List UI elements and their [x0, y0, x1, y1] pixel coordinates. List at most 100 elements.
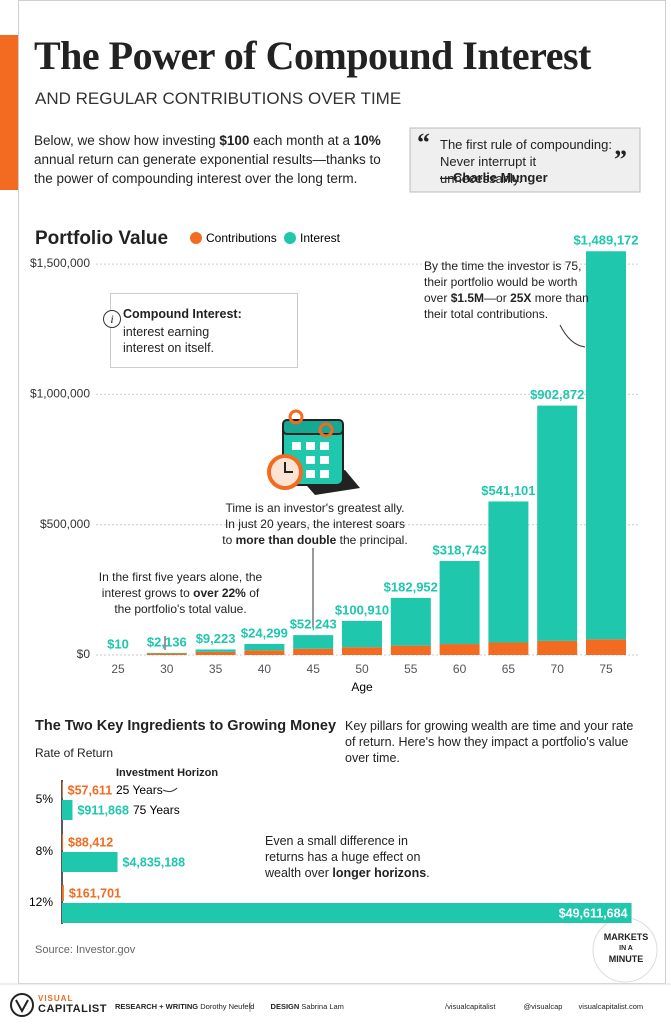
bar-segment: [586, 251, 626, 640]
text-run: of the portfolio's total value.: [114, 586, 260, 616]
quote-mark: ”: [614, 145, 627, 174]
value-label: $52,243: [290, 617, 337, 632]
callout-box: [110, 293, 298, 368]
legend-label: 75 Years: [133, 803, 180, 817]
subtitle: AND REGULAR CONTRIBUTIONS OVER TIME: [35, 89, 402, 108]
value-label: $902,872: [530, 387, 584, 402]
bar-segment: [342, 647, 382, 655]
value-label: $4,835,188: [123, 855, 186, 869]
legend-label: 25 Years: [116, 783, 163, 797]
legend-label: Interest: [300, 231, 341, 245]
bar-segment: [146, 653, 187, 655]
callout-title: Compound Interest:: [123, 307, 242, 321]
bar: [62, 834, 64, 850]
x-tick-label: 30: [160, 662, 174, 676]
value-label: $88,412: [68, 835, 113, 849]
x-tick-label: 25: [111, 662, 125, 676]
social-handle[interactable]: @visualcap: [523, 1002, 563, 1011]
text-run: 10%: [353, 133, 381, 148]
text-run: 25X: [510, 291, 532, 305]
text-run: each month at a: [249, 133, 354, 148]
bar-segment: [195, 651, 236, 655]
bar-segment: [439, 560, 480, 645]
value-label: $24,299: [241, 625, 288, 640]
badge-line: MARKETS: [603, 932, 649, 942]
x-tick-label: 65: [502, 662, 516, 676]
social: /visualcapitalist @visualcap visualcapit…: [445, 1002, 643, 1011]
quote-box: [409, 127, 641, 193]
quote-mark: “: [417, 128, 430, 157]
bar: [62, 903, 632, 923]
value-label: $161,701: [69, 886, 121, 900]
annotation: By the time the investor is 75, their po…: [424, 258, 604, 322]
text-run: $1.5M: [450, 291, 485, 305]
x-tick-label: 70: [551, 662, 565, 676]
bar-segment: [586, 639, 626, 655]
x-tick-label: 45: [307, 662, 321, 676]
brand: CAPITALIST: [38, 1003, 107, 1015]
source: Source: Investor.gov: [35, 944, 136, 956]
info-icon: i: [103, 310, 121, 328]
annotation: Time is an investor's greatest ally. In …: [222, 500, 408, 548]
text-run: $100: [219, 133, 250, 148]
value-label: $57,611: [68, 783, 113, 797]
credit-role: DESIGN: [270, 1002, 300, 1011]
y-tick-label: $500,000: [40, 517, 90, 531]
text-run: more than double: [235, 533, 337, 547]
social-handle[interactable]: /visualcapitalist: [445, 1002, 496, 1011]
x-tick-label: 40: [258, 662, 272, 676]
text-run: .: [426, 866, 430, 880]
bar: [62, 852, 118, 872]
bar-segment: [244, 650, 285, 655]
description: Key pillars for growing wealth are time …: [345, 719, 634, 765]
bar-segment: [146, 652, 187, 654]
y-tick-label: $0: [77, 647, 91, 661]
chart-title: The Two Key Ingredients to Growing Money: [35, 718, 337, 734]
arrow: [559, 324, 586, 348]
x-tick-label: 50: [355, 662, 369, 676]
bar-segment: [293, 648, 334, 655]
bar-segment: [488, 501, 529, 643]
text-run: longer horizons: [332, 866, 427, 880]
accent-strip: [0, 35, 18, 190]
annotation: In the first five years alone, the inter…: [93, 569, 268, 617]
x-axis-label: Age: [351, 680, 373, 694]
bar-segment: [390, 597, 431, 646]
axis-label: Rate of Return: [35, 746, 114, 760]
credit-name: Sabrina Lam: [301, 1002, 344, 1011]
x-tick-label: 60: [453, 662, 467, 676]
badge-line: IN A: [619, 945, 633, 952]
value-label: $911,868: [77, 803, 128, 817]
y-tick-label: 12%: [29, 895, 53, 909]
social-handle[interactable]: visualcapitalist.com: [578, 1002, 644, 1011]
quote-text: The first rule of compounding: Never int…: [440, 137, 612, 186]
bar-segment: [439, 644, 480, 655]
value-label: $541,101: [481, 483, 535, 498]
bar-segment: [537, 405, 578, 641]
calendar-icon: [267, 409, 360, 495]
text-run: By the time the investor is 75, their po…: [424, 259, 582, 305]
page-title: The Power of Compound Interest: [34, 33, 591, 78]
bar-segment: [488, 642, 529, 655]
credit-role: RESEARCH + WRITING: [115, 1002, 199, 1011]
value-label: $49,611,684: [559, 906, 628, 920]
text-run: over 22%: [193, 586, 246, 600]
x-tick-label: 35: [209, 662, 223, 676]
credit-name: Dorothy Neufeld: [200, 1002, 255, 1011]
chart-title: Portfolio Value: [35, 228, 169, 249]
text-run: Time is an investor's greatest ally. In …: [222, 501, 406, 547]
x-tick-label: 55: [404, 662, 418, 676]
y-tick-label: $1,000,000: [30, 387, 90, 401]
value-label: $1,489,172: [573, 233, 638, 248]
x-tick-label: 75: [599, 662, 613, 676]
y-tick-label: 5%: [36, 792, 54, 806]
quote-author: —Charlie Munger: [440, 170, 548, 185]
legend-title: Investment Horizon: [116, 767, 219, 779]
bar-segment: [390, 645, 431, 655]
bar: [62, 885, 64, 901]
bar-segment: [244, 643, 285, 651]
brand-logo: [10, 993, 34, 1017]
text-run: Below, we show how investing: [34, 133, 220, 148]
